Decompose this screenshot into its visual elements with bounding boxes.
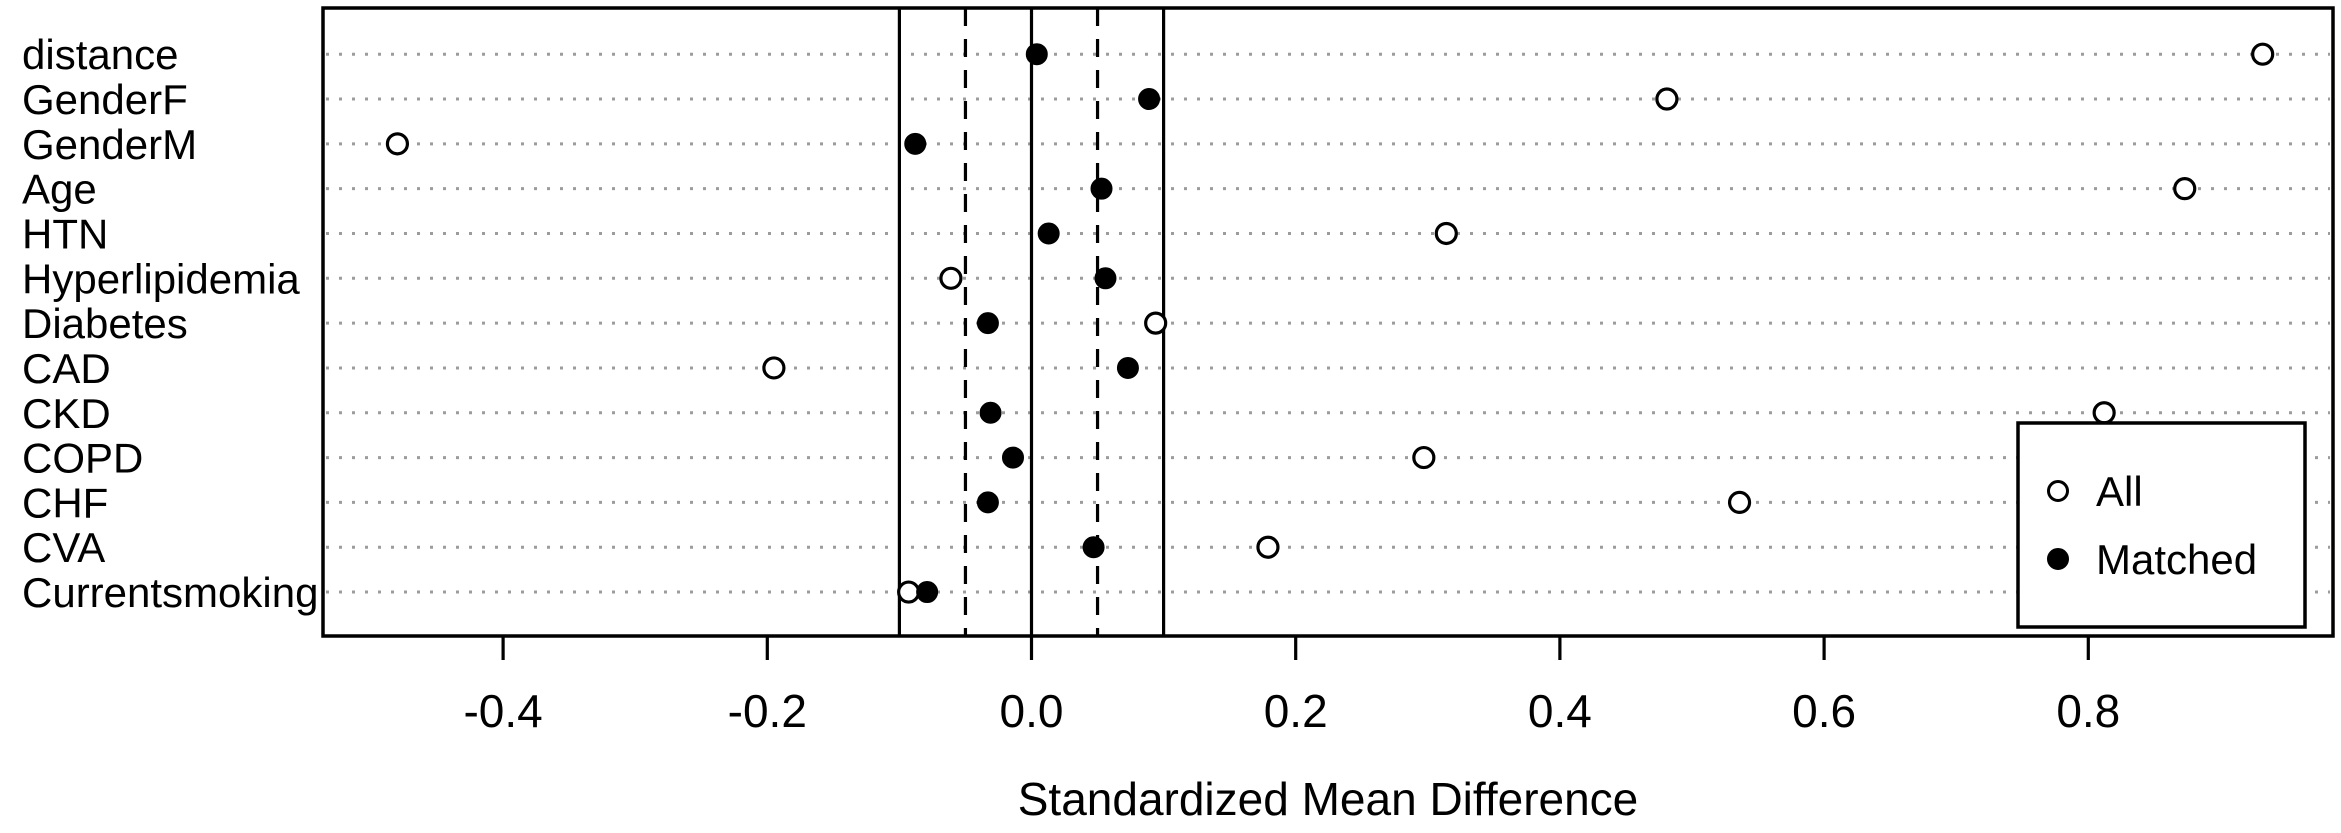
category-label-currentsmoking: Currentsmoking bbox=[22, 569, 318, 616]
data-point-all-genderf bbox=[1655, 87, 1679, 111]
data-point-all-copd bbox=[1412, 445, 1436, 470]
data-point-all-hyperlipidemia bbox=[939, 266, 963, 290]
data-point-matched-cad bbox=[1116, 356, 1139, 379]
data-point-matched-diabetes bbox=[976, 312, 999, 335]
x-tick-label-0.2: 0.2 bbox=[1264, 685, 1328, 737]
x-tick-label-0.6: 0.6 bbox=[1792, 685, 1856, 737]
x-tick-label--0.2: -0.2 bbox=[728, 685, 807, 737]
category-label-distance: distance bbox=[22, 31, 178, 78]
data-point-matched-chf bbox=[976, 491, 999, 514]
data-point-all-currentsmoking bbox=[897, 580, 921, 604]
legend-box bbox=[2016, 421, 2307, 629]
plot-border bbox=[321, 6, 2335, 638]
x-tick-label--0.4: -0.4 bbox=[463, 685, 542, 737]
legend-label-matched: Matched bbox=[2096, 536, 2257, 583]
legend-marker-matched-icon bbox=[2047, 548, 2069, 570]
category-label-diabetes: Diabetes bbox=[22, 300, 188, 347]
data-point-all-htn bbox=[1434, 221, 1458, 246]
data-point-all-ckd bbox=[2092, 401, 2116, 425]
x-tick-label-0.4: 0.4 bbox=[1528, 685, 1592, 737]
data-point-matched-currentsmoking bbox=[916, 581, 939, 604]
x-tick-label-0.0: 0.0 bbox=[1000, 685, 1064, 737]
data-point-all-cad bbox=[762, 356, 786, 380]
category-label-copd: COPD bbox=[22, 435, 143, 482]
data-point-matched-distance bbox=[1025, 43, 1048, 66]
category-label-cad: CAD bbox=[22, 345, 111, 392]
legend-label-all: All bbox=[2096, 468, 2143, 515]
category-label-htn: HTN bbox=[22, 210, 108, 257]
category-label-ckd: CKD bbox=[22, 390, 111, 437]
category-label-chf: CHF bbox=[22, 479, 108, 526]
data-point-all-chf bbox=[1727, 490, 1752, 514]
data-point-matched-ckd bbox=[979, 401, 1002, 424]
data-point-matched-copd bbox=[1002, 446, 1025, 469]
data-point-matched-hyperlipidemia bbox=[1094, 267, 1117, 290]
data-point-matched-age bbox=[1090, 177, 1113, 200]
x-axis-title: Standardized Mean Difference bbox=[1018, 773, 1639, 825]
legend-marker-all-icon bbox=[2047, 480, 2069, 502]
x-tick-label-0.8: 0.8 bbox=[2056, 685, 2120, 737]
data-point-matched-genderm bbox=[904, 132, 927, 155]
data-point-matched-cva bbox=[1082, 536, 1105, 559]
data-point-all-age bbox=[2173, 177, 2197, 201]
category-label-genderm: GenderM bbox=[22, 121, 197, 168]
data-point-matched-genderf bbox=[1138, 88, 1161, 111]
data-point-all-distance bbox=[2251, 42, 2275, 66]
category-label-age: Age bbox=[22, 166, 97, 213]
data-point-all-genderm bbox=[385, 132, 410, 156]
category-label-hyperlipidemia: Hyperlipidemia bbox=[22, 255, 300, 302]
category-label-cva: CVA bbox=[22, 524, 105, 571]
category-label-genderf: GenderF bbox=[22, 76, 188, 123]
data-point-all-cva bbox=[1256, 535, 1280, 559]
data-point-matched-htn bbox=[1037, 222, 1060, 245]
data-point-all-diabetes bbox=[1144, 311, 1168, 335]
